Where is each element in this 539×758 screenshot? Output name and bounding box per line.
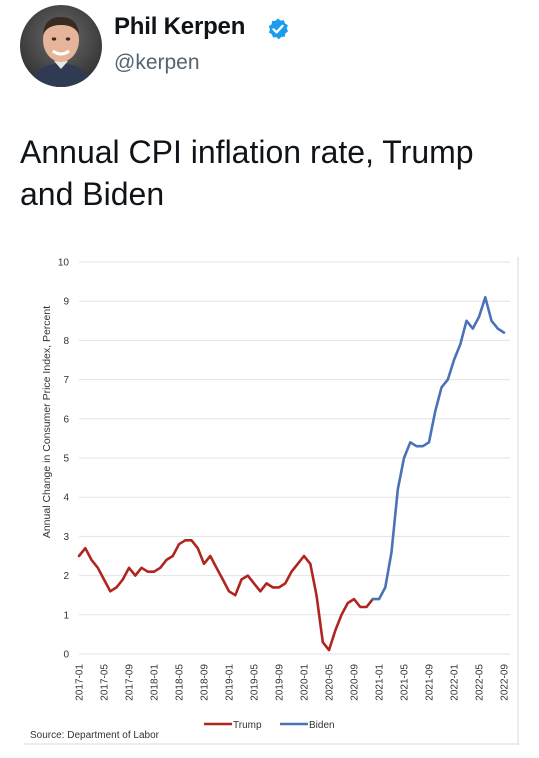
y-tick-label: 2: [63, 571, 69, 582]
x-tick-label: 2022-09: [500, 664, 511, 701]
x-tick-label: 2018-09: [200, 664, 211, 701]
y-tick-label: 7: [63, 375, 69, 386]
y-tick-label: 1: [63, 610, 69, 621]
chart-legend: Trump Biden: [204, 720, 335, 731]
x-tick-label: 2021-01: [375, 664, 386, 701]
avatar-photo: [20, 5, 102, 87]
x-tick-label: 2017-01: [75, 664, 86, 701]
x-tick-label: 2018-01: [150, 664, 161, 701]
x-tick-label: 2020-05: [325, 664, 336, 701]
chart-source: Source: Department of Labor: [30, 730, 160, 741]
y-tick-label: 5: [63, 454, 69, 465]
verified-badge-icon: [266, 17, 290, 41]
inflation-chart: 0 1 2 3 4 5 6 7 8 9 10 2017-01 2017-05 2017-09 2018-0…: [24, 249, 519, 745]
x-tick-label: 2019-01: [225, 664, 236, 701]
x-tick-label: 2019-09: [275, 664, 286, 701]
chart-image[interactable]: 0 1 2 3 4 5 6 7 8 9 10 2017-01 2017-05 2017-09 2018-0…: [24, 249, 519, 745]
avatar[interactable]: [20, 5, 102, 87]
y-tick-label: 3: [63, 532, 69, 543]
x-tick-label: 2019-05: [250, 664, 261, 701]
y-tick-label: 10: [58, 258, 70, 269]
series-line-trump: [77, 538, 375, 652]
tweet-text: Annual CPI inflation rate, Trump and Bid…: [20, 134, 474, 212]
legend-label-trump: Trump: [233, 720, 262, 731]
y-tick-label: 8: [63, 336, 69, 347]
y-tick-label: 9: [63, 297, 69, 308]
y-tick-label: 6: [63, 414, 69, 425]
x-tick-label: 2018-05: [175, 664, 186, 701]
x-tick-label: 2022-05: [475, 664, 486, 701]
x-tick-label: 2020-09: [350, 664, 361, 701]
x-tick-label: 2020-01: [300, 664, 311, 701]
series-line-biden: [371, 295, 506, 601]
author-name[interactable]: Phil Kerpen: [114, 13, 246, 40]
author-handle[interactable]: @kerpen: [114, 51, 200, 74]
x-tick-label: 2021-09: [425, 664, 436, 701]
legend-label-biden: Biden: [309, 720, 335, 731]
x-tick-label: 2017-05: [100, 664, 111, 701]
y-tick-label: 0: [63, 650, 69, 661]
x-tick-label: 2021-05: [400, 664, 411, 701]
y-tick-label: 4: [63, 493, 69, 504]
x-tick-label: 2017-09: [125, 664, 136, 701]
y-axis-label: Annual Change in Consumer Price Index, P…: [41, 306, 53, 538]
x-tick-label: 2022-01: [450, 664, 461, 701]
